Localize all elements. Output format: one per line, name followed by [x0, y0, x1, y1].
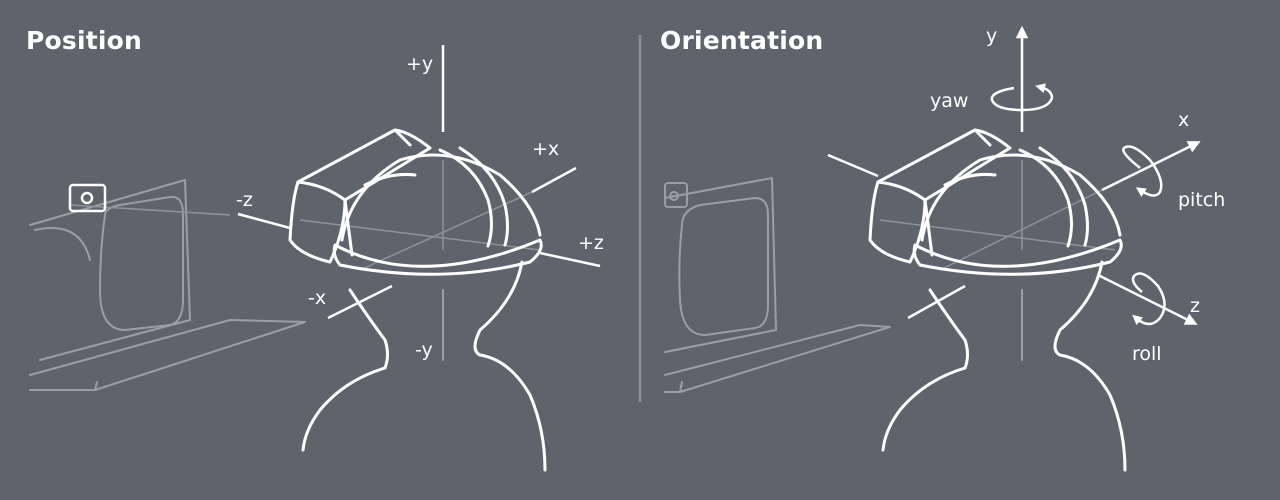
vr-headset-orientation — [868, 128, 1123, 276]
label-minus-z: -z — [236, 189, 253, 211]
label-plus-x: +x — [532, 138, 559, 160]
orientation-axes — [827, 25, 1201, 361]
orientation-title: Orientation — [660, 26, 824, 55]
label-pitch: pitch — [1178, 189, 1225, 211]
roll-rotation-icon — [1131, 272, 1166, 326]
position-panel: +y -y +x -x +z -z — [29, 45, 604, 472]
label-plus-z: +z — [578, 232, 604, 254]
orientation-panel: y x z yaw pitch roll — [664, 25, 1225, 472]
label-roll: roll — [1132, 343, 1162, 365]
yaw-rotation-icon — [990, 83, 1054, 112]
monitor-sketch-orientation — [664, 177, 891, 393]
position-labels: +y -y +x -x +z -z — [236, 53, 604, 361]
camera-icon-orientation — [664, 182, 688, 208]
camera-icon — [68, 183, 107, 213]
label-minus-x: -x — [308, 287, 326, 309]
head-outline-orientation — [881, 260, 1127, 472]
orientation-labels: y x z yaw pitch roll — [930, 25, 1225, 365]
monitor-sketch — [29, 179, 306, 391]
label-minus-y: -y — [415, 339, 433, 361]
label-yaw: yaw — [930, 90, 968, 112]
label-z-axis: z — [1190, 295, 1200, 317]
label-plus-y: +y — [406, 53, 433, 75]
vr-headset — [288, 128, 543, 276]
position-axes — [237, 45, 601, 361]
label-x-axis: x — [1178, 109, 1189, 131]
pitch-rotation-icon — [1122, 145, 1163, 197]
head-outline — [301, 260, 547, 472]
label-y-axis: y — [986, 25, 997, 47]
position-title: Position — [26, 26, 143, 55]
